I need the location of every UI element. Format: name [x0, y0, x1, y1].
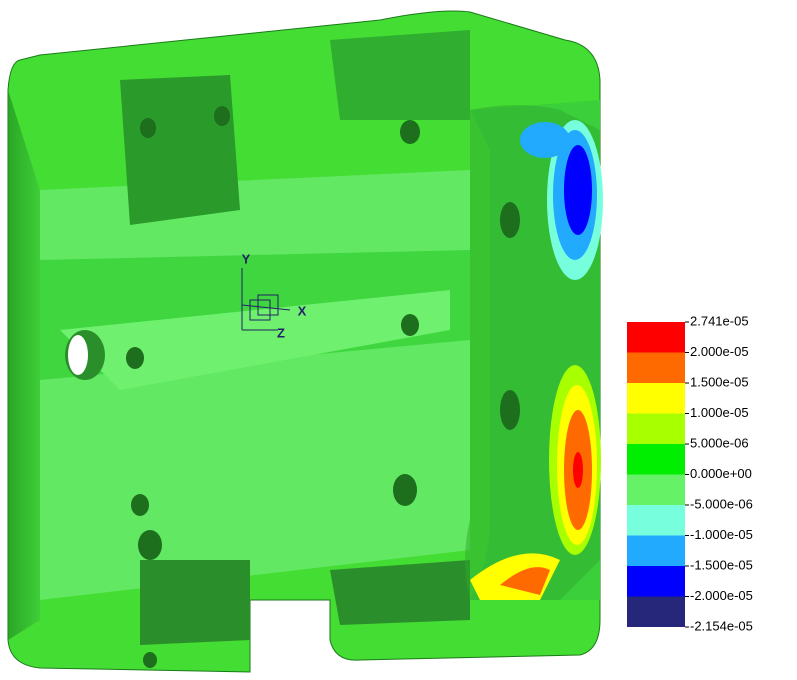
color-legend: 2.741e-05 2.000e-05 1.500e-05 1.000e-05 5.00…: [627, 313, 753, 633]
legend-label: 1.500e-05: [690, 374, 749, 389]
legend-band: [627, 353, 685, 384]
legend-label: 1.000e-05: [690, 405, 749, 420]
legend-band: [627, 475, 685, 506]
axis-y-label: Y: [242, 251, 251, 266]
legend-label: 5.000e-06: [690, 435, 749, 450]
legend-label: -2.154e-05: [690, 618, 753, 633]
legend-label: -2.000e-05: [690, 588, 753, 603]
legend-label: 0.000e+00: [690, 466, 752, 481]
legend-band: [627, 566, 685, 597]
legend-label: 2.000e-05: [690, 344, 749, 359]
axis-z-label: Z: [277, 325, 285, 340]
legend-label: -5.000e-06: [690, 496, 753, 511]
viewport: Y X Z 2.741e-05 2.000e-05 1.500e-05 1.000e-…: [0, 0, 797, 680]
legend-band: [627, 414, 685, 445]
legend-band: [627, 383, 685, 414]
legend-band: [627, 444, 685, 475]
legend-band: [627, 322, 685, 353]
legend-label: -1.000e-05: [690, 527, 753, 542]
legend-label: 2.741e-05: [690, 313, 749, 328]
legend-label: -1.500e-05: [690, 557, 753, 572]
screenshot: Y X Z 2.741e-05 2.000e-05 1.500e-05 1.000e-…: [0, 0, 797, 680]
part-model: [8, 11, 603, 672]
axis-x-label: X: [298, 303, 307, 318]
legend-band: [627, 505, 685, 536]
legend-band: [627, 536, 685, 567]
legend-band: [627, 597, 685, 628]
